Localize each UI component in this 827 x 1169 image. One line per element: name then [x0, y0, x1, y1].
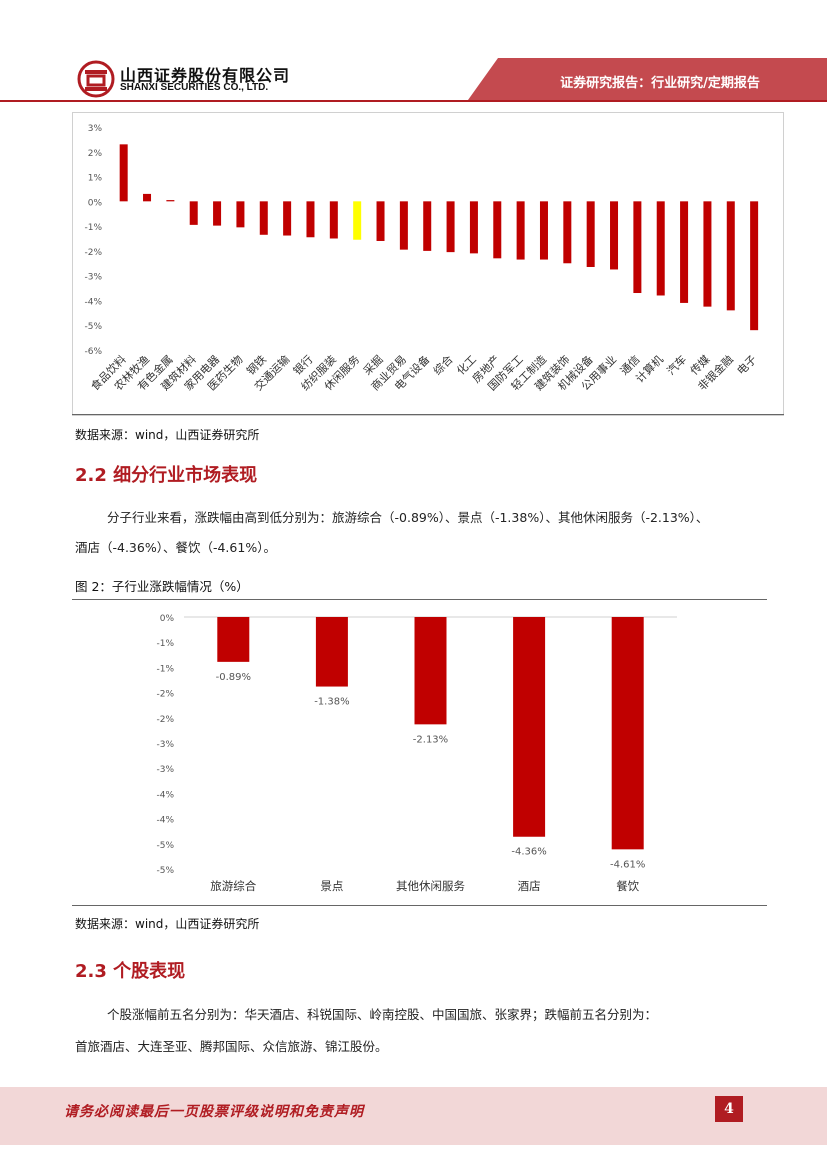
chart2-y-tick: -2% [156, 690, 174, 700]
section-2-2-paragraph-line2: 酒店（-4.36%）、餐饮（-4.61%）。 [75, 540, 276, 555]
chart1-frame [72, 112, 784, 416]
chart2-data-label: -4.61% [610, 859, 645, 870]
figure2-top-rule [72, 599, 767, 600]
chart1-bar [516, 201, 525, 260]
section-2-3-paragraph-line2: 首旅酒店、大连圣亚、腾邦国际、众信旅游、锦江股份。 [75, 1039, 388, 1054]
chart2-y-tick: -1% [156, 664, 174, 674]
chart1-y-tick: 3% [88, 124, 103, 134]
chart2-x-label: 旅游综合 [210, 879, 256, 893]
chart2-data-label: -2.13% [413, 734, 448, 745]
figure1-rule [72, 414, 784, 415]
chart1-y-tick: 2% [88, 149, 103, 159]
chart1-bar [493, 201, 502, 259]
chart1-y-tick: -1% [84, 223, 102, 233]
chart2-bar [513, 617, 546, 837]
chart1-y-tick: -4% [84, 297, 102, 307]
chart2-x-label: 酒店 [518, 879, 541, 893]
chart1-bar [119, 144, 128, 202]
chart1-bar [189, 201, 198, 225]
footer-disclaimer: 请务必阅读最后一页股票评级说明和免责声明 [64, 1104, 364, 1120]
chart2-bar [611, 617, 644, 850]
chart2-y-tick: -4% [156, 790, 174, 800]
chart1-bar [376, 201, 385, 241]
chart1-bar [283, 201, 292, 236]
chart1-bar [259, 201, 268, 235]
industry-return-chart: 3%2%1%0%-1%-2%-3%-4%-5%-6% 食品饮料农林牧渔有色金属建… [72, 112, 784, 416]
chart1-y-tick: -6% [84, 347, 102, 357]
chart1-bar [680, 201, 689, 303]
chart1-bar [633, 201, 642, 294]
chart1-bar [586, 201, 595, 267]
chart1-y-tick: -3% [84, 273, 102, 283]
chart1-y-tick: 1% [88, 174, 103, 184]
company-name-cn: 山西证券股份有限公司 [120, 66, 291, 85]
chart2-y-tick: -5% [156, 866, 174, 876]
chart1-bar [236, 201, 245, 228]
chart2-y-tick: -3% [156, 740, 174, 750]
chart1-bar [166, 200, 175, 202]
chart1-y-tick: 0% [88, 198, 103, 208]
page-number: 4 [715, 1096, 743, 1122]
chart1-bar [306, 201, 315, 238]
company-logo-icon [77, 60, 115, 98]
figure2-source: 数据来源：wind，山西证券研究所 [75, 917, 260, 931]
chart2-x-label: 餐饮 [616, 879, 639, 893]
footer-band [0, 1087, 827, 1145]
chart2-y-tick: -5% [156, 841, 174, 851]
header-band [468, 58, 827, 100]
chart2-bar [414, 617, 447, 725]
chart2-bar [217, 617, 250, 662]
chart1-y-tick: -5% [84, 322, 102, 332]
chart1-bar [213, 201, 222, 226]
section-2-2-paragraph-line1: 分子行业来看，涨跌幅由高到低分别为：旅游综合（-0.89%）、景点（-1.38%… [107, 510, 709, 525]
chart2-y-tick: -1% [156, 639, 174, 649]
chart2-x-label: 其他休闲服务 [396, 879, 465, 893]
company-name-en: SHANXI SECURITIES CO., LTD. [120, 82, 269, 93]
subindustry-return-chart: 0% -1% -1% -2% -2% -3% -3% -4% -4% -5% -5% -0.89% 旅… [156, 614, 677, 893]
report-type: 证券研究报告：行业研究/定期报告 [560, 76, 760, 91]
chart2-y-tick: 0% [160, 614, 175, 624]
figure2-caption: 图 2：子行业涨跌幅情况（%） [75, 579, 249, 594]
chart2-data-label: -4.36% [511, 847, 546, 858]
chart1-bar [703, 201, 712, 307]
chart1-bar [726, 201, 735, 311]
chart2-y-tick: -4% [156, 816, 174, 826]
chart1-bar [353, 201, 362, 240]
section-2-2-heading: 2.2 细分行业市场表现 [75, 465, 258, 486]
chart2-y-tick: -3% [156, 765, 174, 775]
figure2-bottom-rule [72, 905, 767, 906]
chart1-bar [469, 201, 478, 254]
chart2-data-label: -1.38% [314, 697, 349, 708]
chart2-y-tick: -2% [156, 715, 174, 725]
header-rule [0, 100, 827, 102]
chart1-bar [656, 201, 665, 296]
chart1-bar [610, 201, 619, 270]
chart1-bar [399, 201, 408, 250]
figure1-source: 数据来源：wind，山西证券研究所 [75, 428, 260, 442]
chart1-bar [539, 201, 548, 260]
chart2-bar [315, 617, 348, 687]
section-2-3-heading: 2.3 个股表现 [75, 961, 186, 982]
chart1-bar [143, 193, 152, 202]
chart1-bar [423, 201, 432, 251]
chart1-bar [563, 201, 572, 264]
chart2-data-label: -0.89% [216, 672, 251, 683]
chart1-bar [446, 201, 455, 253]
chart1-bar [750, 201, 759, 331]
chart1-y-tick: -2% [84, 248, 102, 258]
section-2-3-paragraph-line1: 个股涨幅前五名分别为：华天酒店、科锐国际、岭南控股、中国国旅、张家界；跌幅前五名… [107, 1007, 658, 1022]
chart1-bar [329, 201, 338, 239]
chart2-x-label: 景点 [320, 879, 343, 893]
